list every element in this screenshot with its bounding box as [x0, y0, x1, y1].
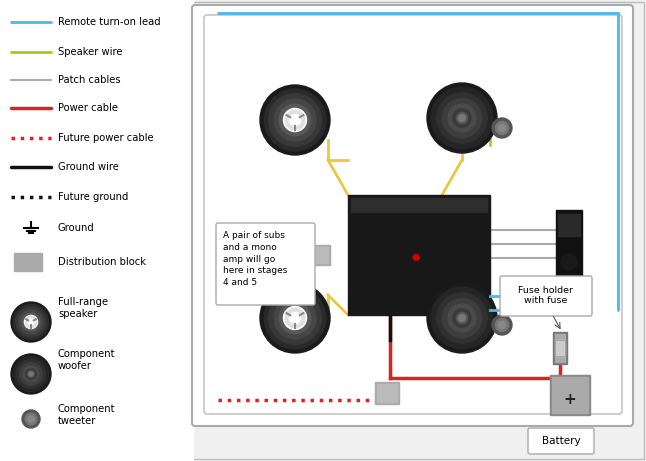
Text: Full-range
speaker: Full-range speaker [58, 297, 108, 319]
Bar [377, 384, 397, 402]
Text: Ground: Ground [58, 223, 95, 233]
Circle shape [431, 87, 493, 149]
Circle shape [25, 413, 37, 425]
Text: Speaker wire: Speaker wire [58, 47, 123, 57]
Circle shape [28, 416, 34, 422]
Bar [555, 334, 565, 362]
Circle shape [437, 93, 487, 143]
Circle shape [28, 371, 34, 377]
Circle shape [285, 308, 305, 328]
Circle shape [19, 310, 43, 334]
Bar [310, 245, 330, 265]
Text: A pair of subs
and a mono
amp will go
here in stages
4 and 5: A pair of subs and a mono amp will go he… [223, 231, 287, 287]
Bar [556, 210, 582, 290]
Circle shape [20, 363, 42, 385]
Circle shape [284, 307, 307, 330]
Circle shape [499, 321, 506, 329]
Bar [351, 198, 487, 213]
Circle shape [431, 287, 493, 349]
Circle shape [11, 354, 51, 394]
Circle shape [11, 302, 51, 342]
Circle shape [499, 124, 506, 131]
Bar [348, 195, 490, 315]
Circle shape [427, 83, 497, 153]
Circle shape [457, 313, 468, 324]
Circle shape [284, 108, 307, 131]
Circle shape [279, 104, 311, 136]
Bar [312, 247, 328, 263]
Circle shape [22, 410, 40, 428]
Bar [552, 377, 588, 413]
Text: Component
tweeter: Component tweeter [58, 404, 116, 426]
Circle shape [264, 89, 326, 151]
Circle shape [25, 316, 37, 328]
Text: +: + [563, 391, 576, 407]
Bar [0, 0, 193, 461]
FancyBboxPatch shape [216, 223, 315, 305]
Text: Remote turn-on lead: Remote turn-on lead [58, 17, 161, 27]
Circle shape [453, 309, 471, 327]
Circle shape [17, 360, 45, 389]
Bar [550, 375, 590, 415]
Circle shape [289, 313, 300, 324]
Text: Battery: Battery [542, 436, 580, 446]
Circle shape [448, 304, 476, 332]
Circle shape [269, 292, 321, 344]
Text: Fuse holder
with fuse: Fuse holder with fuse [519, 286, 574, 305]
Bar [553, 332, 567, 364]
Circle shape [269, 94, 321, 146]
Circle shape [413, 254, 419, 260]
Circle shape [495, 122, 508, 135]
Circle shape [28, 319, 34, 325]
Circle shape [459, 114, 466, 122]
Text: Patch cables: Patch cables [58, 75, 121, 85]
Circle shape [285, 110, 305, 130]
Circle shape [289, 114, 300, 125]
Circle shape [284, 110, 306, 130]
Circle shape [29, 372, 33, 376]
Circle shape [279, 302, 311, 334]
Circle shape [25, 315, 37, 329]
Circle shape [492, 118, 512, 138]
Circle shape [448, 104, 476, 132]
Text: Future ground: Future ground [58, 192, 129, 202]
Bar [375, 382, 399, 404]
FancyBboxPatch shape [528, 428, 594, 454]
Text: Ground wire: Ground wire [58, 162, 119, 172]
Circle shape [14, 356, 48, 391]
Circle shape [25, 316, 37, 328]
Text: Component
woofer: Component woofer [58, 349, 116, 371]
Circle shape [23, 366, 39, 382]
Circle shape [284, 307, 306, 329]
Circle shape [14, 304, 48, 340]
Circle shape [495, 319, 508, 331]
Circle shape [22, 313, 40, 331]
Circle shape [26, 369, 36, 379]
FancyBboxPatch shape [192, 5, 633, 426]
Bar [558, 214, 580, 236]
Circle shape [16, 307, 46, 337]
Bar [555, 340, 565, 356]
Circle shape [459, 314, 466, 321]
Circle shape [443, 98, 482, 137]
Circle shape [437, 293, 487, 343]
FancyBboxPatch shape [500, 276, 592, 316]
Circle shape [274, 297, 316, 339]
Circle shape [457, 112, 468, 124]
Circle shape [453, 109, 471, 127]
Text: Distribution block: Distribution block [58, 257, 146, 267]
Circle shape [427, 283, 497, 353]
Circle shape [274, 99, 316, 141]
Circle shape [260, 85, 330, 155]
Circle shape [264, 287, 326, 349]
Bar [14, 253, 42, 271]
Text: Future power cable: Future power cable [58, 133, 154, 143]
Text: Power cable: Power cable [58, 103, 118, 113]
Circle shape [492, 315, 512, 335]
Bar [555, 340, 565, 356]
Circle shape [443, 298, 482, 337]
Circle shape [561, 254, 577, 270]
Circle shape [260, 283, 330, 353]
